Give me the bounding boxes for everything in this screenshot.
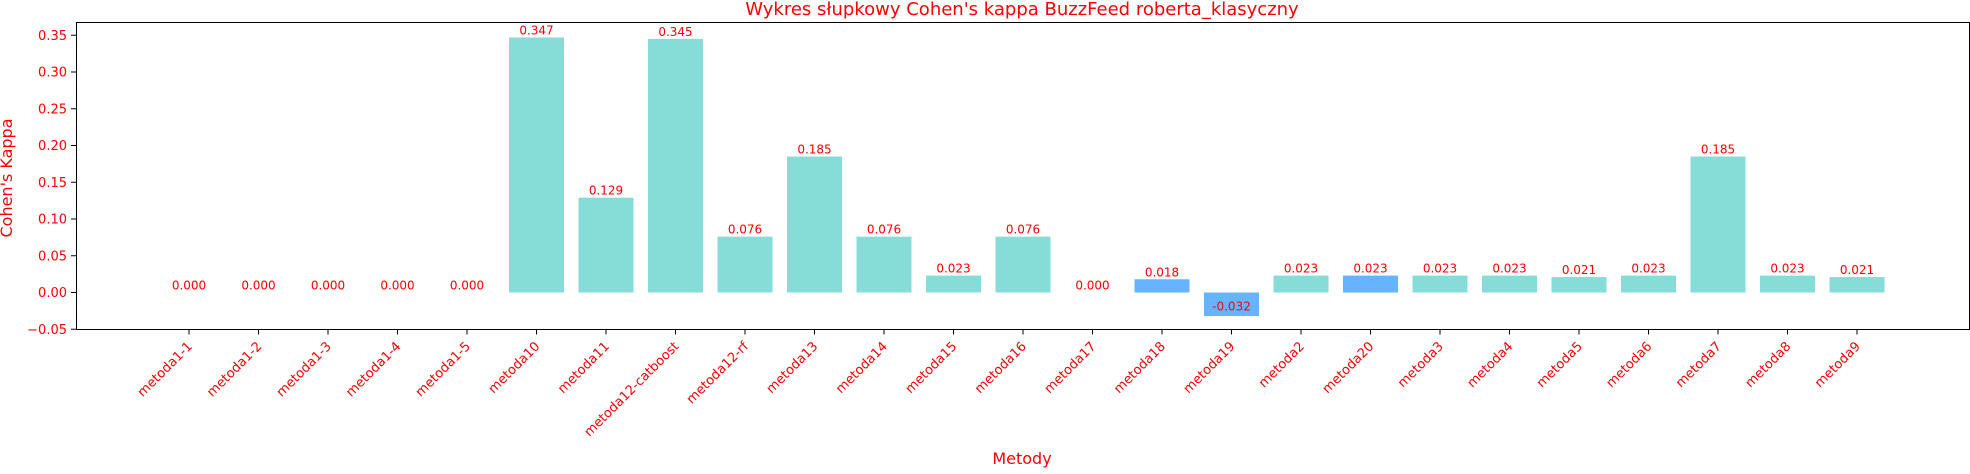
x-tick-label: metoda12-rf xyxy=(684,339,752,407)
value-label-metoda10: 0.347 xyxy=(519,23,553,37)
bar-metoda4 xyxy=(1482,275,1537,293)
value-label-metoda15: 0.023 xyxy=(936,262,970,276)
value-label-metoda7: 0.185 xyxy=(1701,143,1735,157)
x-tick-label: metoda1-3 xyxy=(274,339,335,400)
x-tick-label: metoda9 xyxy=(1812,339,1864,391)
bar-metoda19 xyxy=(1204,292,1259,317)
x-tick-label: metoda19 xyxy=(1181,339,1239,397)
y-tick-label: −0.05 xyxy=(27,323,67,338)
x-tick-label: metoda2 xyxy=(1256,339,1308,391)
value-label-metoda12-rf: 0.076 xyxy=(728,223,762,237)
x-tick-label: metoda7 xyxy=(1673,339,1725,391)
x-tick-label: metoda1-1 xyxy=(135,339,196,400)
bar-metoda5 xyxy=(1551,277,1607,293)
value-label-metoda11: 0.129 xyxy=(589,184,623,198)
bars-group xyxy=(509,37,1885,317)
value-label-metoda9: 0.021 xyxy=(1840,263,1874,277)
bar-metoda7 xyxy=(1690,156,1746,293)
bar-metoda3 xyxy=(1412,275,1468,293)
x-tick-label: metoda4 xyxy=(1465,339,1517,391)
x-tick-label: metoda1-2 xyxy=(204,339,265,400)
value-label-metoda14: 0.076 xyxy=(867,223,901,237)
value-label-metoda12-catboost: 0.345 xyxy=(658,25,692,39)
y-tick-label: 0.10 xyxy=(38,213,67,228)
value-label-metoda1-1: 0.000 xyxy=(172,279,206,293)
x-tick-label: metoda6 xyxy=(1604,339,1656,391)
bar-metoda8 xyxy=(1760,275,1815,293)
value-label-metoda4: 0.023 xyxy=(1492,262,1526,276)
y-tick-label: 0.30 xyxy=(38,66,67,81)
bar-metoda14 xyxy=(856,236,912,293)
x-tick-label: metoda14 xyxy=(833,339,891,397)
value-label-metoda20: 0.023 xyxy=(1353,262,1387,276)
value-label-metoda2: 0.023 xyxy=(1284,262,1318,276)
value-label-metoda1-4: 0.000 xyxy=(380,279,414,293)
y-tick-label: 0.05 xyxy=(38,249,67,264)
x-tick-label: metoda16 xyxy=(972,339,1030,397)
bar-metoda18 xyxy=(1134,279,1190,293)
bar-metoda11 xyxy=(578,197,634,293)
y-tick-label: 0.35 xyxy=(38,29,67,44)
value-label-metoda1-2: 0.000 xyxy=(241,279,275,293)
value-label-metoda16: 0.076 xyxy=(1006,223,1040,237)
bar-metoda10 xyxy=(509,37,564,293)
x-tick-label: metoda10 xyxy=(486,339,544,397)
y-axis: −0.05 0.00 0.05 0.10 0.15 0.20 0.25 0.30 0.35 xyxy=(27,29,76,338)
value-label-metoda1-5: 0.000 xyxy=(450,279,484,293)
y-tick-label: 0.00 xyxy=(38,286,67,301)
x-tick-label: metoda17 xyxy=(1042,339,1100,397)
value-label-metoda5: 0.021 xyxy=(1562,263,1596,277)
value-label-metoda19: -0.032 xyxy=(1212,300,1251,314)
x-tick-label: metoda1-5 xyxy=(413,339,474,400)
value-label-metoda18: 0.018 xyxy=(1145,265,1179,279)
x-tick-label: metoda1-4 xyxy=(343,339,404,400)
x-axis-label: Metody xyxy=(992,449,1051,468)
bar-metoda6 xyxy=(1621,275,1676,293)
y-tick-label: 0.15 xyxy=(38,176,67,191)
x-tick-label: metoda15 xyxy=(903,339,961,397)
bar-metoda15 xyxy=(926,275,981,293)
value-label-metoda17: 0.000 xyxy=(1075,279,1109,293)
bar-metoda12-rf xyxy=(717,236,773,293)
value-label-metoda8: 0.023 xyxy=(1770,262,1804,276)
x-tick-label: metoda13 xyxy=(764,339,822,397)
y-tick-label: 0.20 xyxy=(38,139,67,154)
bar-metoda20 xyxy=(1343,275,1398,293)
bar-metoda2 xyxy=(1273,275,1329,293)
value-labels-group: 0.000 0.000 0.000 0.000 0.000 0.347 0.129 0.345… xyxy=(172,23,1874,313)
chart-title: Wykres słupkowy Cohen's kappa BuzzFeed r… xyxy=(745,0,1299,20)
value-label-metoda3: 0.023 xyxy=(1423,262,1457,276)
y-tick-label: 0.25 xyxy=(38,102,67,117)
x-tick-label: metoda11 xyxy=(555,339,613,397)
value-label-metoda6: 0.023 xyxy=(1631,262,1665,276)
x-tick-label: metoda3 xyxy=(1395,339,1447,391)
value-label-metoda13: 0.185 xyxy=(797,143,831,157)
x-axis: metoda1-1 metoda1-2 metoda1-3 metoda1-4 meto… xyxy=(135,329,1864,440)
x-tick-label: metoda18 xyxy=(1111,339,1169,397)
bar-metoda9 xyxy=(1829,277,1885,293)
x-tick-label: metoda8 xyxy=(1743,339,1795,391)
y-axis-label: Cohen's Kappa xyxy=(0,118,16,237)
bar-metoda12-catboost xyxy=(648,38,703,293)
x-tick-label: metoda5 xyxy=(1534,339,1586,391)
bar-metoda13 xyxy=(787,156,842,293)
x-tick-label: metoda20 xyxy=(1320,339,1378,397)
value-label-metoda1-3: 0.000 xyxy=(311,279,345,293)
bar-metoda16 xyxy=(995,236,1051,293)
